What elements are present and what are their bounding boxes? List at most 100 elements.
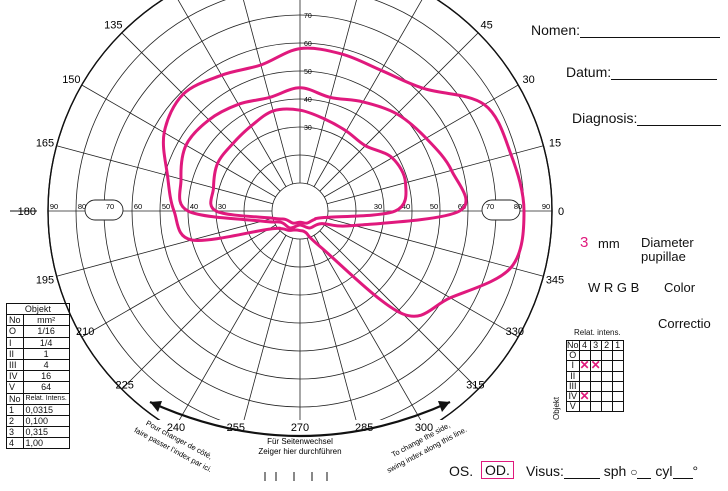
radial-scale-label: 40 <box>402 202 410 211</box>
grid-spoke <box>324 224 519 338</box>
radial-scale-label: 60 <box>304 41 312 48</box>
rel-mark: ✕ <box>589 358 602 373</box>
angle-label: 135 <box>104 19 122 31</box>
angle-label: 30 <box>523 74 535 86</box>
rel-row-no: 2 <box>6 414 24 428</box>
instruction-text: Für Seitenwechsel <box>267 437 333 446</box>
rel-row-v: V <box>566 401 580 413</box>
objekt-row-val: 4 <box>22 358 70 372</box>
os-option[interactable]: OS. <box>449 463 474 479</box>
blind-spot-left <box>84 199 124 221</box>
rel-mark: ✕ <box>578 389 591 404</box>
grid-spoke <box>56 217 274 277</box>
rel-row-val: 0,100 <box>22 414 70 428</box>
radial-scale-label: 50 <box>304 69 312 76</box>
grid-spoke <box>121 230 281 390</box>
angle-label: 165 <box>36 138 54 150</box>
rel-row-val: 0,0315 <box>22 403 70 416</box>
radial-scale-label: 80 <box>78 202 86 211</box>
angle-label: 300 <box>415 422 433 434</box>
rel-intens-title: Relat. intens. <box>574 328 621 337</box>
objekt-row-no: I <box>6 336 24 349</box>
angle-label: 270 <box>291 422 309 434</box>
angle-label: 0 <box>558 206 564 218</box>
objekt-row-val: 64 <box>22 381 70 394</box>
angle-label: 225 <box>115 379 133 391</box>
objekt-row-no: II <box>6 347 24 360</box>
objekt-title: Objekt <box>6 302 70 316</box>
cyl-label: cyl <box>655 463 673 479</box>
radial-scale-label: 70 <box>486 202 494 211</box>
grid-spoke <box>306 237 357 420</box>
grid-spoke <box>177 0 287 187</box>
objekt-row-val: 16 <box>22 370 70 383</box>
radial-scale-label: 60 <box>458 202 466 211</box>
radial-scale-label: 80 <box>514 202 522 211</box>
objekt-row-val: 1/16 <box>22 325 70 338</box>
rel-intens-table: No 4 3 2 1 O I ✕ ✕ II III IV ✕ V <box>566 339 624 413</box>
objekt-row-no: III <box>6 358 24 372</box>
rel-row-ii: II <box>566 370 580 382</box>
rel-mark: ✕ <box>578 358 591 373</box>
radial-scale-label: 30 <box>304 125 312 132</box>
color-letters: W R G B <box>588 280 640 295</box>
rel-row-val: 0,315 <box>22 426 70 439</box>
grid-spoke <box>326 217 544 277</box>
instruction-arc <box>149 400 451 438</box>
pupil-label-1: Diameter <box>641 235 694 250</box>
angle-label: 150 <box>62 74 80 86</box>
radial-scale-label: 40 <box>304 97 312 104</box>
angle-label: 210 <box>76 326 94 338</box>
deg-label: ° <box>692 463 699 479</box>
visus-label: Visus: <box>526 463 564 479</box>
chart-boundary <box>47 0 553 420</box>
radial-scale-label: 70 <box>304 13 312 20</box>
rel-row-iii: III <box>566 380 580 392</box>
pupil-label-2: pupillae <box>641 249 686 264</box>
radial-scale-label: 90 <box>50 202 58 211</box>
angle-label: 45 <box>481 19 493 31</box>
od-option[interactable]: OD. <box>481 461 514 479</box>
grid-spoke <box>56 145 274 205</box>
grid-group <box>47 0 553 420</box>
radial-scale-label: 30 <box>374 202 382 211</box>
instruction-text: Zeiger hier durchführen <box>258 447 341 456</box>
pupil-unit: mm <box>598 236 620 251</box>
rel-head-2: 2 <box>600 339 613 352</box>
angle-label: 315 <box>466 379 484 391</box>
rel-row-no: 1 <box>6 403 24 416</box>
diagnosis-field[interactable]: Diagnosis: <box>572 110 722 126</box>
rel-row-o: O <box>566 350 580 362</box>
correctio-label: Correctio <box>658 316 711 331</box>
objekt-col-rel: Relat. Intens. <box>22 392 70 405</box>
rel-head-no: No <box>566 339 580 352</box>
grid-spoke <box>319 32 479 192</box>
objekt-row-val: 1 <box>22 347 70 360</box>
grid-spoke <box>243 0 294 185</box>
angle-label: 240 <box>167 422 185 434</box>
grid-spoke <box>121 32 281 192</box>
grid-spoke <box>81 84 276 198</box>
nomen-field[interactable]: Nomen: <box>531 22 721 38</box>
grid-spoke <box>313 0 423 187</box>
objekt-row-no: O <box>6 325 24 338</box>
instruction-arrow-right <box>438 401 450 412</box>
radial-scale-label: 90 <box>542 202 550 211</box>
objekt-row-val: 1/4 <box>22 336 70 349</box>
visus-field[interactable]: Visus: sph ○ cyl ° <box>526 463 699 479</box>
rel-head-1: 1 <box>611 339 624 352</box>
rel-row-iv: IV <box>566 390 580 403</box>
rel-row-val: 1,00 <box>22 437 70 450</box>
objekt-row-no: IV <box>6 370 24 383</box>
instruction-arrow-left <box>150 401 162 412</box>
radial-scale-label: 50 <box>162 202 170 211</box>
rel-objekt-label: Objekt <box>552 396 561 420</box>
grid-spoke <box>319 230 479 390</box>
datum-field[interactable]: Datum: <box>566 64 718 80</box>
grid-spoke <box>243 237 294 420</box>
angle-label: 180 <box>18 206 36 218</box>
objekt-col-size: mm² <box>22 314 70 327</box>
rel-row-no: 3 <box>6 426 24 439</box>
angle-label: 195 <box>36 274 54 286</box>
